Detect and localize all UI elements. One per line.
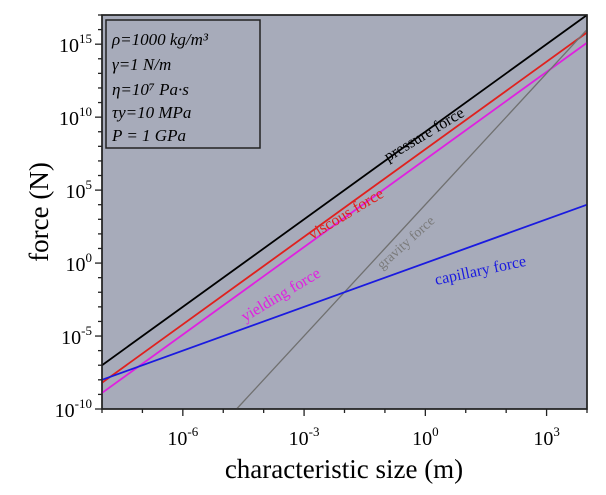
x-axis-label: characteristic size (m) xyxy=(225,454,463,484)
param-viscosity: η=10⁷ Pa·s xyxy=(112,80,189,99)
param-yield-stress: τy=10 MPa xyxy=(112,103,191,122)
series-line-pressure-force xyxy=(101,14,588,366)
y-axis-label: force (N) xyxy=(24,162,54,262)
series-line-capillary-force xyxy=(101,203,588,381)
y-tick-label: 10-5 xyxy=(61,323,92,349)
y-tick-label: 1010 xyxy=(59,104,92,130)
parameter-box: ρ=1000 kg/m³ γ=1 N/m η=10⁷ Pa·s τy=10 MP… xyxy=(105,19,261,149)
y-tick-label: 105 xyxy=(66,177,93,203)
plot-area xyxy=(101,14,588,410)
series-line-yielding-force xyxy=(101,41,588,394)
x-tick-label: 10-3 xyxy=(289,424,320,450)
param-density: ρ=1000 kg/m³ xyxy=(111,30,209,49)
x-tick-label: 10-6 xyxy=(167,424,198,450)
series-line-viscous-force xyxy=(101,31,588,384)
y-tick-label: 100 xyxy=(66,250,93,276)
y-tick-label: 1015 xyxy=(59,31,92,57)
x-tick-label: 103 xyxy=(533,424,560,450)
plot-frame xyxy=(101,14,588,410)
y-tick-label: 10-10 xyxy=(55,396,92,422)
param-pressure: P = 1 GPa xyxy=(111,126,186,145)
x-tick-label: 100 xyxy=(412,424,439,450)
series-line-gravity-force xyxy=(236,29,588,410)
param-surface-tension: γ=1 N/m xyxy=(112,55,171,74)
